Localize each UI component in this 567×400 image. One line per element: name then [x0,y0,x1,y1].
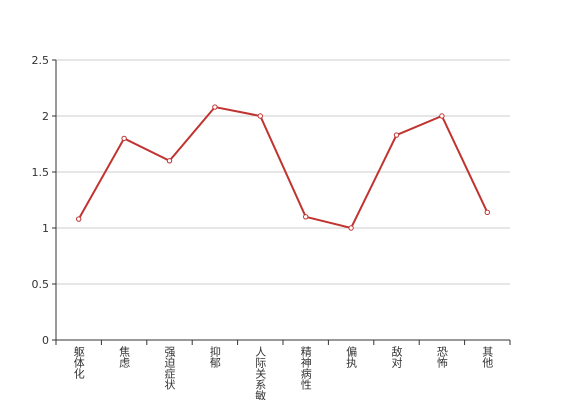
point [76,216,82,222]
point [166,158,173,164]
point [484,209,490,216]
line [77,105,489,230]
y-tick-label: 0 [42,334,49,347]
point [212,104,218,110]
x-tick-label: 敌对 [390,345,403,368]
x-tick-label: 抑郁 [208,345,221,368]
point [121,135,127,142]
point [303,214,309,220]
point [348,225,354,231]
y-tick-label: 2 [42,110,49,123]
x-tick-label: 人际关系敏感 [254,346,267,400]
y-tick-label: 1 [42,222,49,235]
x-tick-label: 焦虑 [118,346,131,368]
y-tick-label: 2.5 [32,54,50,67]
x-tick-label: 精神病性 [299,346,312,391]
x-tick-label: 偏执 [345,345,358,369]
point [393,132,400,138]
point [257,113,263,119]
y-tick-label: 0.5 [32,278,50,291]
y-tick-label: 1.5 [32,166,50,179]
x-tick-label: 躯体化 [72,346,85,380]
x-tick-label: 强迫症状 [163,346,176,390]
x-tick-label: 恐怖 [435,346,448,368]
x-tick-label: 其他 [481,346,494,368]
point [439,113,445,119]
